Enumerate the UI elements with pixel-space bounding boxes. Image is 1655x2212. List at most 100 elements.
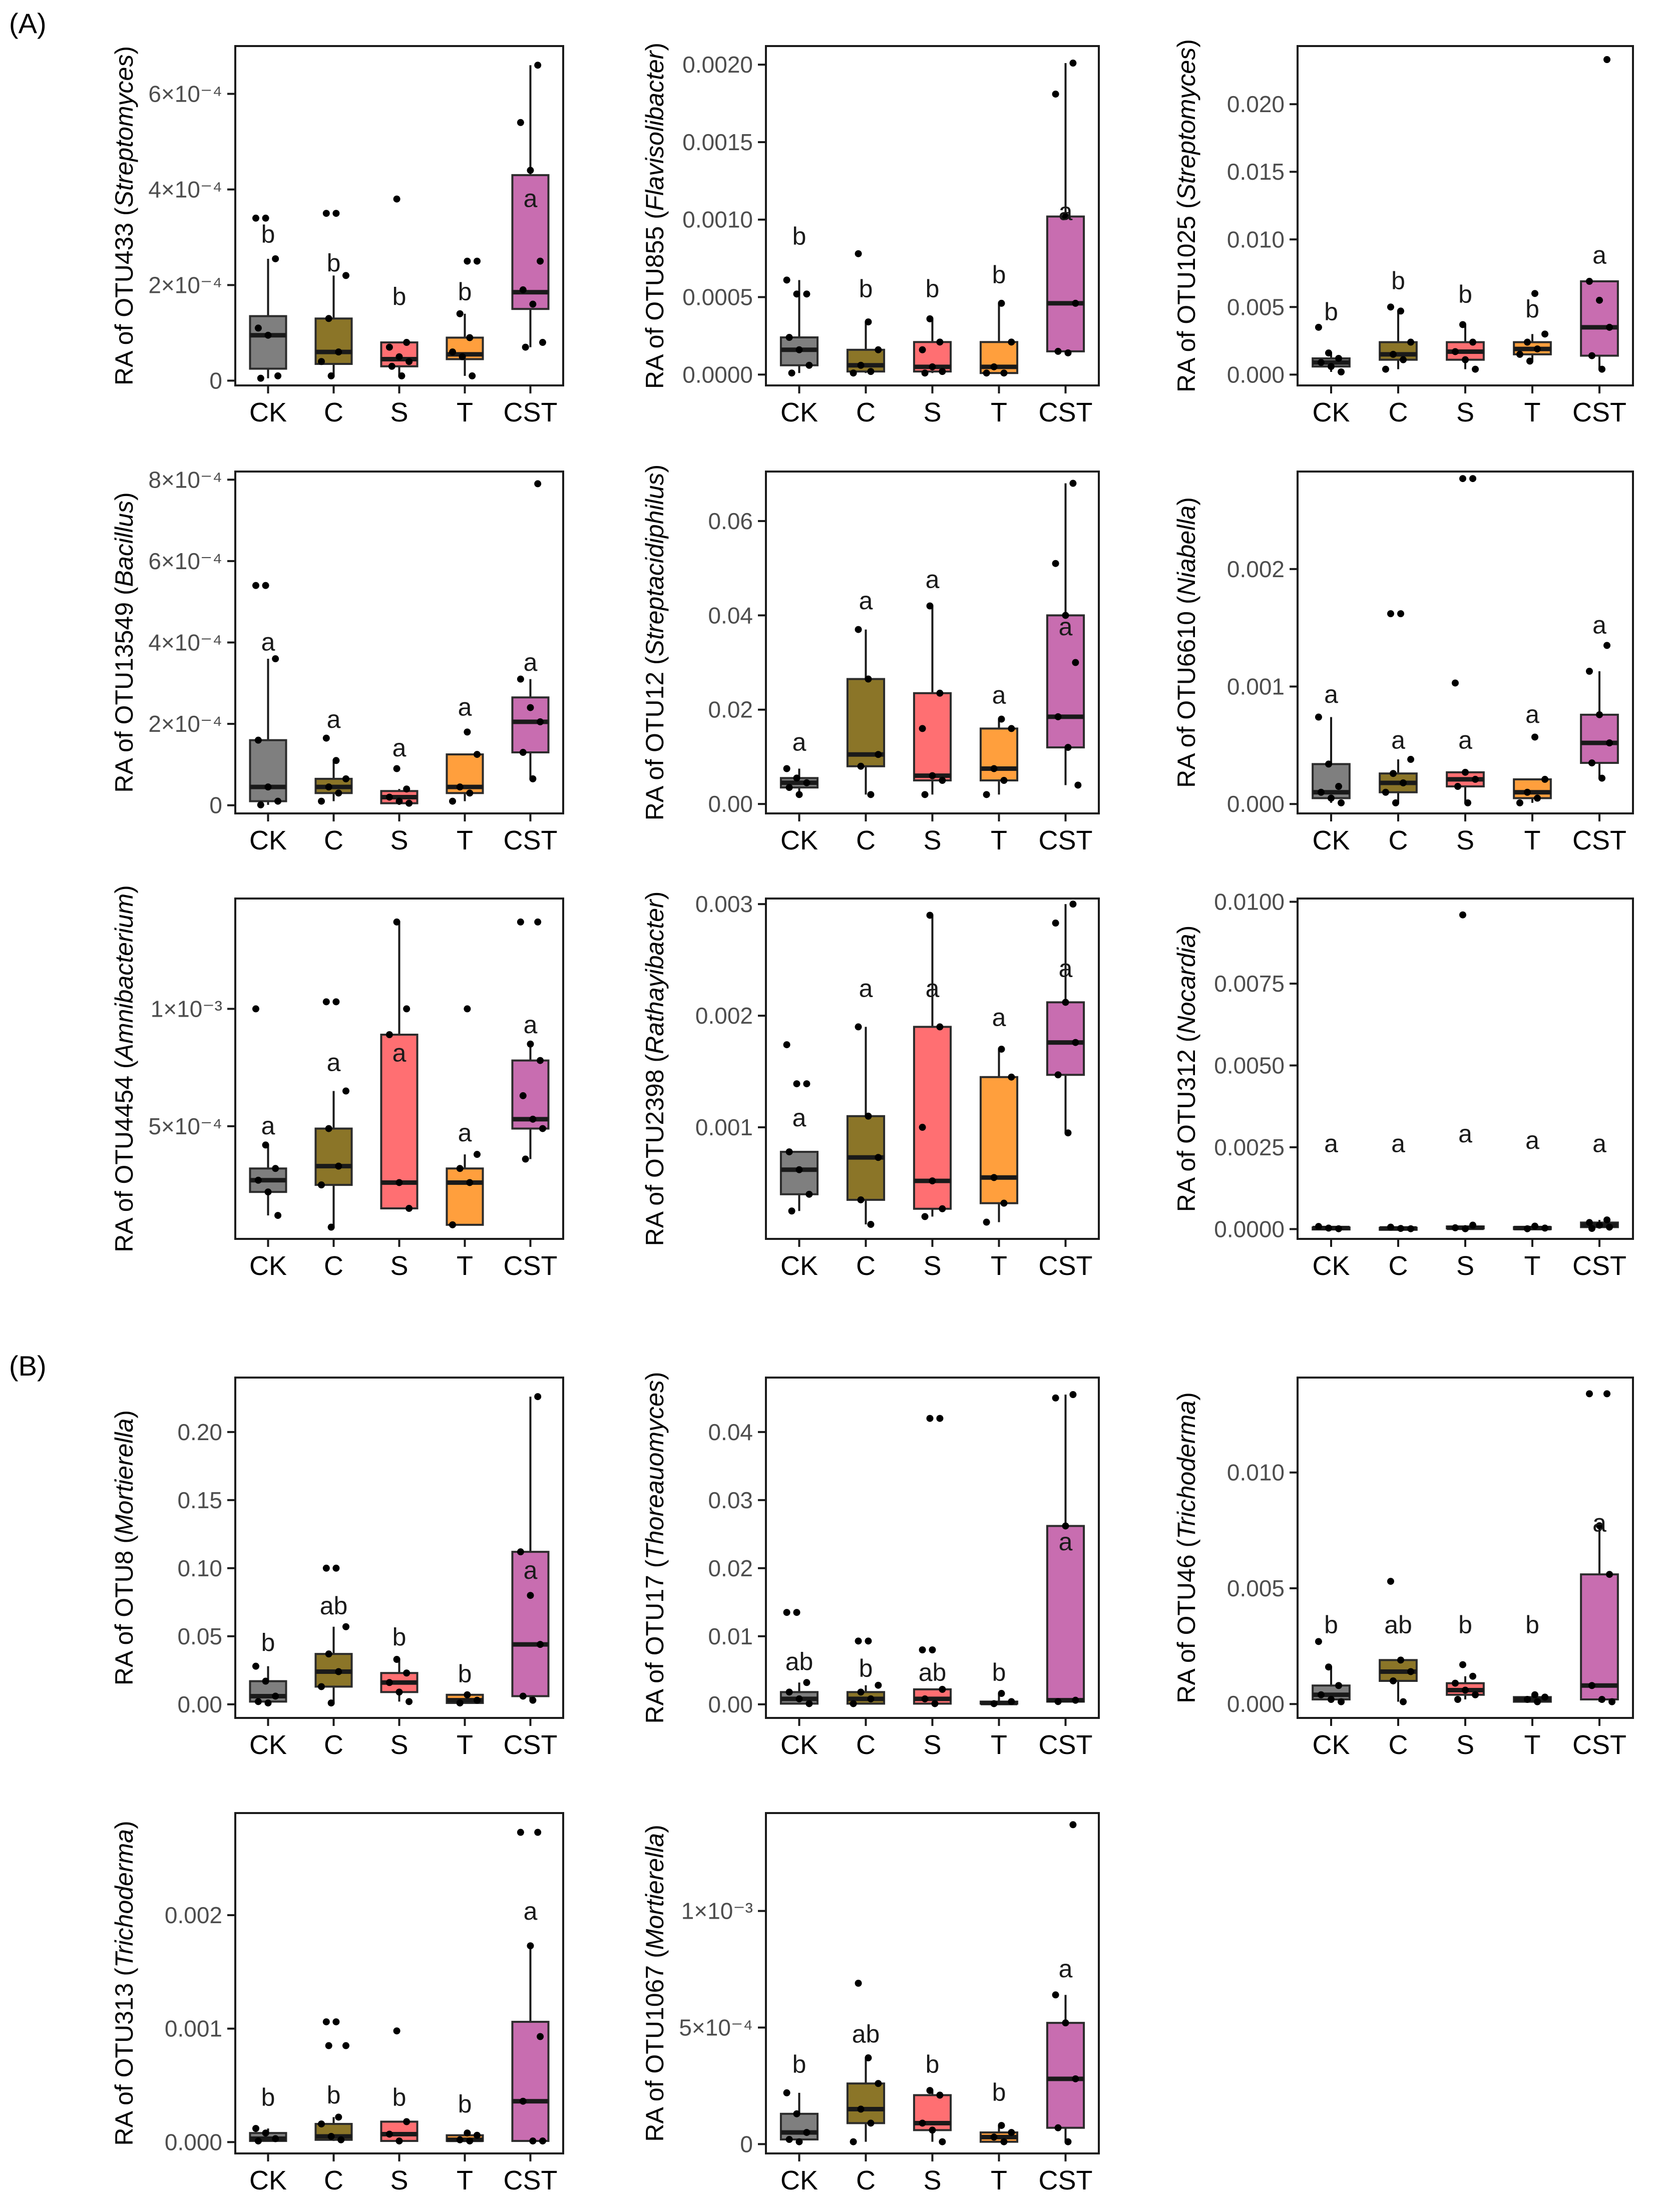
y-axis-label-genus: Trichoderma [110, 1829, 138, 1968]
data-point [850, 1700, 857, 1707]
data-point [1469, 1672, 1477, 1680]
data-point [1588, 1225, 1595, 1232]
data-point [1516, 350, 1523, 358]
data-point [1606, 1571, 1613, 1578]
data-point [983, 791, 990, 798]
y-tick-label: 0.0020 [682, 52, 753, 78]
panel-otu46: 0.000 0.005 0.010 RA of OTU46 (Trichoderma)… [1172, 1377, 1634, 1760]
data-point [393, 918, 400, 926]
data-point [990, 2133, 998, 2141]
data-point [1382, 365, 1389, 373]
data-point [1392, 799, 1399, 806]
data-point [1062, 1522, 1069, 1530]
x-tick-label-t: T [991, 2165, 1007, 2195]
data-point [1469, 1221, 1477, 1229]
data-point [342, 2042, 349, 2049]
data-point [1064, 1129, 1072, 1137]
data-point [1464, 799, 1472, 806]
data-point [855, 250, 862, 257]
x-tick-label-ck: CK [780, 397, 818, 427]
data-point [1531, 733, 1539, 741]
data-point [527, 1040, 534, 1048]
significance-letter: b [1458, 280, 1472, 308]
box-ck [249, 1680, 287, 1703]
data-point [1606, 739, 1613, 747]
data-point [252, 2125, 260, 2132]
data-point [1588, 1682, 1595, 1689]
data-point [537, 1057, 544, 1064]
data-point [929, 1177, 936, 1185]
data-point [1062, 2019, 1069, 2027]
data-point [926, 912, 934, 919]
box-ck [249, 739, 287, 802]
data-point [449, 1221, 457, 1228]
data-point [1069, 1821, 1077, 1829]
data-point [936, 1023, 944, 1031]
data-point [519, 749, 527, 756]
data-point [522, 1155, 529, 1163]
y-tick-label: 0.002 [165, 1902, 222, 1928]
panel-otu1067: 0 5×10⁻⁴ 1×10⁻³ RA of OTU1067 (Mortierella)… [641, 1812, 1100, 2195]
data-point [393, 765, 400, 772]
y-axis-label-otu: RA of OTU1025 ( [1172, 200, 1200, 392]
y-axis-label-close: ) [110, 492, 138, 501]
data-point [1462, 356, 1469, 363]
x-tick-label-t: T [991, 1251, 1007, 1281]
significance-letter: a [1458, 726, 1472, 754]
y-tick-label: 0.001 [165, 2016, 222, 2042]
x-tick-label-ck: CK [780, 1251, 818, 1281]
data-point [1072, 659, 1079, 666]
data-point [1317, 1691, 1325, 1698]
y-tick-label: 0.003 [695, 891, 753, 917]
y-tick-label: 0.0025 [1214, 1134, 1285, 1160]
y-tick-label: 0.20 [177, 1419, 222, 1445]
data-point [527, 1942, 534, 1950]
data-point [1596, 1522, 1603, 1530]
box-t [979, 1076, 1019, 1204]
data-point [534, 1829, 542, 1836]
data-point [857, 1196, 865, 1203]
data-point [1389, 1677, 1397, 1684]
x-tick-label-s: S [1456, 397, 1474, 427]
data-point [327, 1699, 335, 1707]
x-tick-label-t: T [1524, 825, 1541, 855]
data-point [519, 2097, 527, 2105]
data-point [929, 1646, 936, 1653]
y-axis-label: RA of OTU1067 (Mortierella) [641, 1825, 669, 2142]
data-point [1534, 1698, 1541, 1705]
data-point [1008, 2129, 1015, 2136]
significance-letter: a [1391, 1129, 1405, 1157]
y-axis-label-otu: RA of OTU433 ( [110, 207, 138, 385]
data-point [803, 1679, 810, 1686]
data-point [1328, 794, 1335, 802]
data-point [398, 372, 405, 379]
data-point [921, 791, 929, 798]
y-axis-label: RA of OTU4454 (Amnibacterium) [110, 885, 138, 1252]
box-cst [1046, 215, 1085, 352]
x-tick-label-cst: CST [1039, 2165, 1093, 2195]
data-point [318, 1683, 325, 1690]
data-point [534, 480, 542, 488]
data-point [1472, 775, 1479, 783]
data-point [332, 998, 340, 1006]
data-point [857, 762, 865, 770]
significance-letter: a [524, 648, 538, 676]
data-point [1064, 349, 1072, 356]
x-tick-label-cst: CST [504, 1730, 558, 1760]
y-tick-label: 0.01 [708, 1623, 753, 1649]
y-axis-label: RA of OTU1025 (Streptomyces) [1172, 39, 1200, 392]
box-c [314, 317, 353, 365]
data-point [1052, 560, 1059, 567]
data-point [785, 334, 793, 341]
data-point [388, 362, 395, 370]
data-point [327, 1223, 335, 1231]
data-point [1389, 770, 1397, 777]
x-tick-label-c: C [856, 2165, 876, 2195]
data-point [983, 1218, 990, 1226]
data-point [921, 1695, 929, 1702]
data-point [1397, 1656, 1405, 1664]
significance-letter: a [1592, 611, 1606, 639]
data-point [403, 2118, 410, 2125]
data-point [252, 1005, 260, 1013]
data-point [1400, 1698, 1407, 1705]
